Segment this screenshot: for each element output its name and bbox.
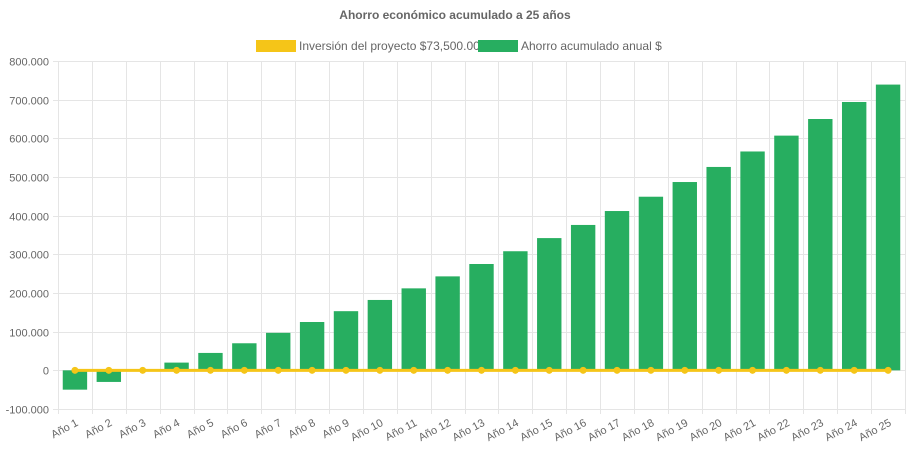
investment-point[interactable] (376, 366, 384, 374)
bar[interactable] (740, 151, 765, 371)
y-tick-label: 400.000 (9, 212, 49, 224)
investment-point[interactable] (105, 366, 113, 374)
grid (53, 61, 906, 414)
legend-label-ahorro: Ahorro acumulado anual $ (521, 39, 662, 53)
x-tick-label: Año 15 (518, 417, 554, 444)
bar[interactable] (435, 276, 460, 371)
y-tick-label: 500.000 (9, 173, 49, 185)
investment-point[interactable] (342, 366, 350, 374)
x-tick-label: Año 23 (789, 417, 825, 444)
legend[interactable]: Inversión del proyecto $73,500.00 Ahorro… (256, 39, 662, 53)
investment-point[interactable] (206, 366, 214, 374)
x-tick-label: Año 24 (823, 417, 859, 444)
y-tick-label: 0 (43, 366, 49, 378)
bar[interactable] (367, 299, 393, 371)
x-axis: Año 1 Año 2 Año 3 Año 4 Año 5 Año 6 Año 7 Año 8… (49, 417, 893, 444)
bar[interactable] (232, 343, 257, 371)
investment-point[interactable] (884, 366, 892, 374)
legend-swatch-inversion (256, 40, 296, 52)
investment-point[interactable] (613, 366, 621, 374)
investment-point[interactable] (816, 366, 824, 374)
bar[interactable] (62, 370, 88, 390)
investment-point[interactable] (850, 366, 858, 374)
x-tick-label: Año 19 (654, 417, 690, 444)
bar[interactable] (808, 119, 833, 371)
bar[interactable] (469, 264, 494, 371)
bar[interactable] (164, 362, 189, 371)
bar[interactable] (299, 322, 325, 371)
bar[interactable] (638, 196, 664, 371)
investment-point[interactable] (749, 366, 757, 374)
y-tick-label: 200.000 (9, 289, 49, 301)
x-tick-label: Año 10 (349, 417, 385, 444)
y-tick-label: 600.000 (9, 134, 49, 146)
investment-point[interactable] (511, 366, 519, 374)
investment-point[interactable] (274, 366, 282, 374)
investment-point[interactable] (647, 366, 655, 374)
y-tick-label: -100.000 (6, 405, 49, 417)
bar[interactable] (672, 182, 697, 371)
bar[interactable] (503, 251, 528, 371)
x-tick-label: Año 8 (286, 417, 317, 441)
x-tick-label: Año 13 (450, 417, 486, 444)
investment-point[interactable] (681, 366, 689, 374)
investment-point[interactable] (139, 366, 147, 374)
x-tick-label: Año 12 (417, 417, 453, 444)
bar[interactable] (401, 288, 426, 371)
investment-point[interactable] (715, 366, 723, 374)
bar[interactable] (96, 370, 122, 382)
legend-label-inversion: Inversión del proyecto $73,500.00 (299, 39, 480, 53)
bar[interactable] (537, 238, 562, 371)
x-tick-label: Año 16 (552, 417, 588, 444)
bar[interactable] (774, 135, 799, 371)
investment-point[interactable] (308, 366, 316, 374)
bar[interactable] (604, 211, 630, 371)
x-tick-label: Año 5 (185, 417, 216, 441)
x-tick-label: Año 22 (755, 417, 791, 444)
x-tick-label: Año 18 (620, 417, 656, 444)
y-tick-label: 100.000 (9, 328, 49, 340)
y-tick-label: 700.000 (9, 96, 49, 108)
investment-point[interactable] (478, 366, 485, 374)
x-tick-label: Año 3 (117, 417, 148, 441)
bar[interactable] (198, 352, 223, 371)
bar[interactable] (706, 166, 731, 371)
bar[interactable] (875, 84, 901, 371)
bar[interactable] (266, 332, 291, 371)
investment-point[interactable] (545, 366, 553, 374)
bars (62, 84, 901, 390)
investment-point[interactable] (410, 366, 418, 374)
investment-point[interactable] (579, 366, 587, 374)
investment-point[interactable] (782, 366, 790, 374)
x-tick-label: Año 20 (688, 417, 724, 444)
x-tick-label: Año 25 (857, 417, 893, 444)
x-tick-label: Año 14 (484, 417, 520, 444)
x-tick-label: Año 2 (83, 417, 114, 441)
x-tick-label: Año 4 (151, 417, 182, 441)
bar[interactable] (333, 311, 359, 371)
bar[interactable] (841, 101, 867, 371)
y-tick-label: 300.000 (9, 250, 49, 262)
x-tick-label: Año 21 (722, 417, 758, 444)
x-tick-label: Año 1 (49, 417, 80, 441)
chart-title: Ahorro económico acumulado a 25 años (339, 8, 571, 22)
legend-swatch-ahorro (478, 40, 518, 52)
investment-point[interactable] (444, 366, 452, 374)
investment-point[interactable] (71, 366, 79, 374)
x-tick-label: Año 9 (320, 417, 351, 441)
x-tick-label: Año 17 (586, 417, 622, 444)
y-axis: 800.000 700.000 600.000 500.000 400.000 300.0… (6, 57, 49, 417)
investment-point[interactable] (173, 366, 181, 374)
bar[interactable] (570, 224, 596, 371)
x-tick-label: Año 7 (253, 417, 284, 441)
x-tick-label: Año 6 (219, 417, 250, 441)
x-tick-label: Año 11 (383, 417, 419, 444)
y-tick-label: 800.000 (9, 57, 49, 69)
investment-point[interactable] (240, 366, 248, 374)
investment-line (71, 366, 892, 374)
